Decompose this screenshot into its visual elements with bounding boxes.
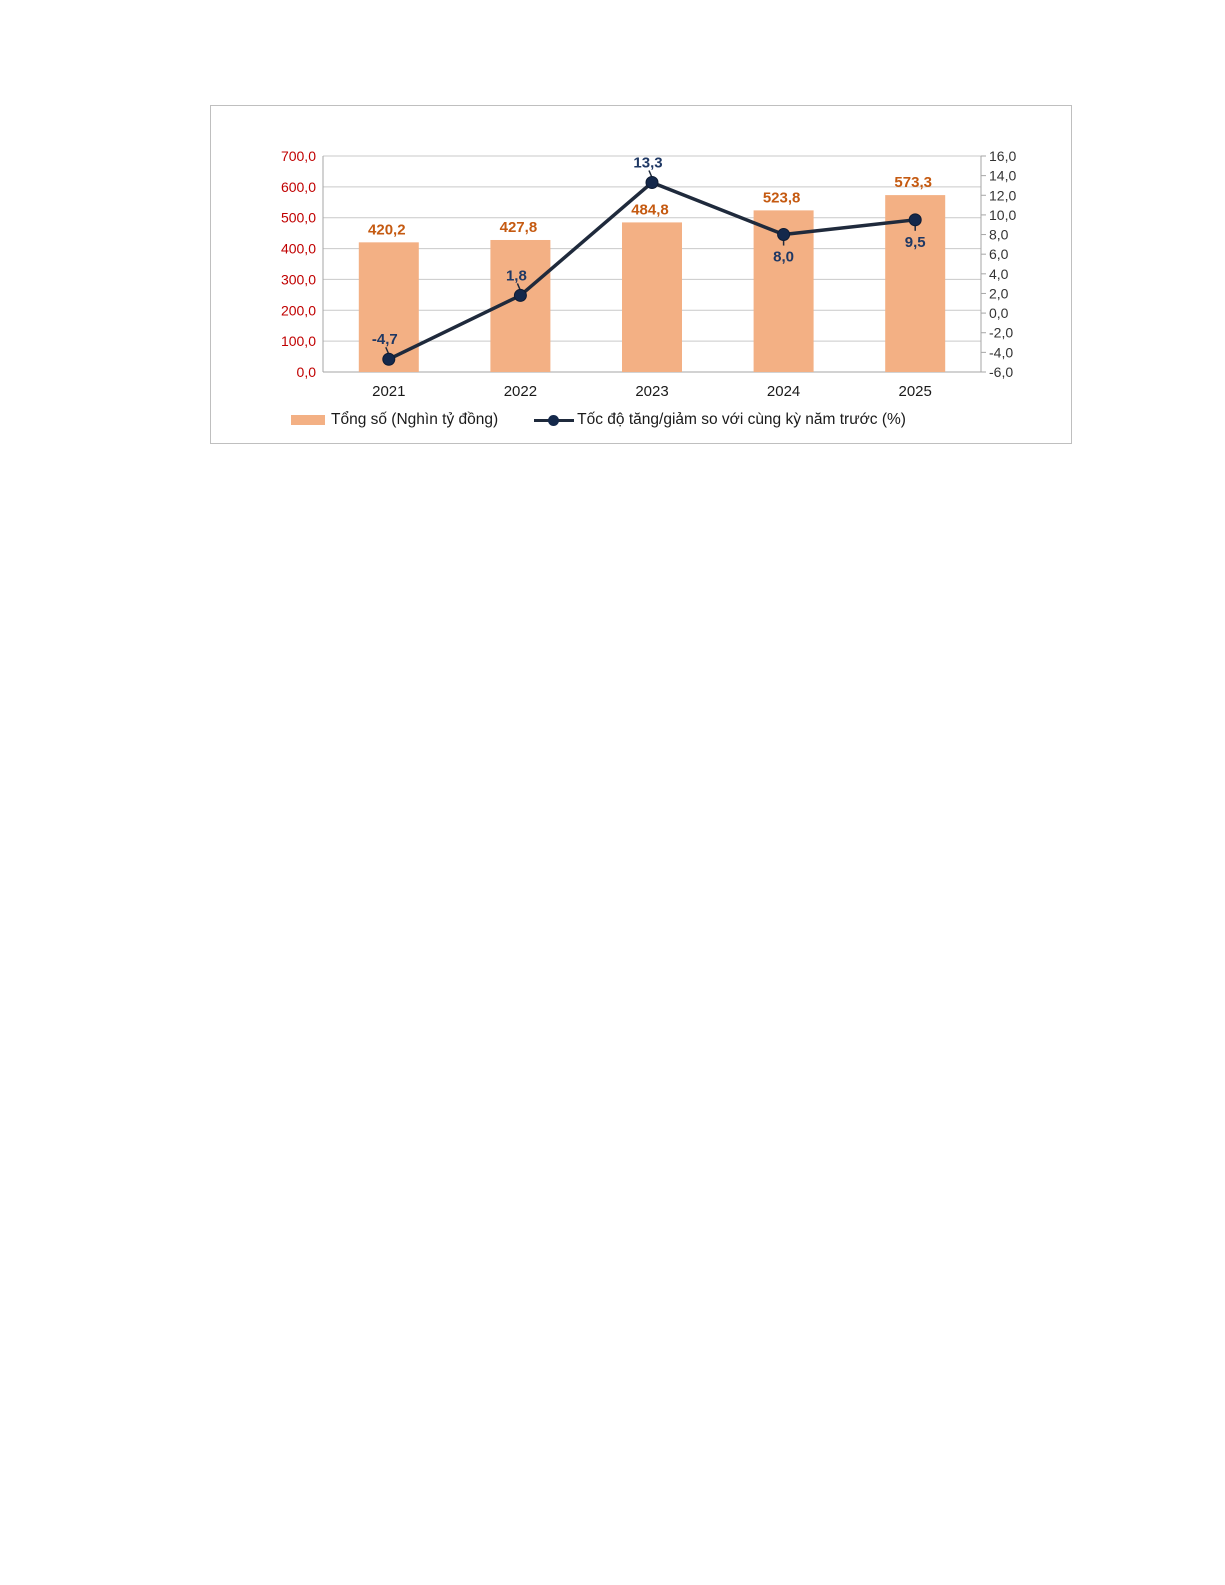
y-left-tick-label: 500,0	[281, 210, 316, 226]
y-right-tick-label: -6,0	[989, 364, 1013, 380]
legend-swatch-line	[534, 414, 575, 426]
bar-data-label: 420,2	[368, 221, 406, 238]
y-left-tick-label: 100,0	[281, 333, 316, 349]
bar-data-label: 573,3	[894, 174, 932, 191]
line-point	[777, 228, 791, 242]
y-right-tick-label: 12,0	[989, 187, 1016, 203]
line-data-label: 1,8	[506, 267, 527, 284]
y-right-tick-label: 2,0	[989, 285, 1009, 301]
line-point	[513, 288, 527, 302]
legend-item-line: Tốc độ tăng/giảm so với cùng kỳ năm trướ…	[534, 411, 906, 429]
combo-chart: 0,0 100,0 200,0 300,0 400,0 500,0 600,0 700,0 -6…	[281, 148, 1017, 400]
legend: Tổng số (Nghìn tỷ đồng) Tốc độ tăng/giảm…	[291, 411, 942, 429]
legend-swatch-bar	[291, 415, 325, 425]
y-left-tick-label: 0,0	[297, 364, 317, 380]
x-tick-label: 2021	[372, 383, 405, 400]
bar-data-label: 523,8	[763, 189, 801, 206]
x-tick-label: 2023	[635, 383, 668, 400]
bar-data-label: 484,8	[631, 201, 669, 218]
x-tick-label: 2025	[899, 383, 932, 400]
y-left-tick-label: 200,0	[281, 302, 316, 318]
y-right-tick-label: 10,0	[989, 207, 1016, 223]
y-left-tick-label: 700,0	[281, 148, 316, 164]
y-right-tick-label: -4,0	[989, 344, 1013, 360]
chart-frame: 0,0 100,0 200,0 300,0 400,0 500,0 600,0 700,0 -6…	[210, 105, 1072, 444]
line-data-label: 13,3	[633, 155, 662, 172]
x-tick-label: 2022	[504, 383, 537, 400]
y-right-tick-label: 6,0	[989, 246, 1009, 262]
line-data-label: -4,7	[372, 331, 398, 348]
y-right-tick-label: 4,0	[989, 266, 1009, 282]
bar-data-label: 427,8	[500, 219, 538, 236]
line-point	[382, 352, 396, 366]
bar	[622, 222, 682, 372]
y-left-tick-label: 300,0	[281, 271, 316, 287]
x-tick-label: 2024	[767, 383, 800, 400]
y-right-tick-label: 14,0	[989, 168, 1016, 184]
line-point	[908, 213, 922, 227]
y-right-tick-label: 0,0	[989, 305, 1009, 321]
y-left-tick-label: 400,0	[281, 241, 316, 257]
y-right-tick-label: -2,0	[989, 325, 1013, 341]
legend-label-bar: Tổng số (Nghìn tỷ đồng)	[331, 411, 499, 428]
legend-item-bar: Tổng số (Nghìn tỷ đồng)	[291, 411, 498, 429]
y-right-tick-label: 8,0	[989, 227, 1009, 243]
y-right-tick-label: 16,0	[989, 148, 1016, 164]
legend-label-line: Tốc độ tăng/giảm so với cùng kỳ năm trướ…	[577, 411, 906, 428]
line-data-label: 8,0	[773, 249, 794, 266]
y-left-tick-label: 600,0	[281, 179, 316, 195]
line-point	[645, 176, 659, 190]
line-data-label: 9,5	[905, 234, 926, 251]
